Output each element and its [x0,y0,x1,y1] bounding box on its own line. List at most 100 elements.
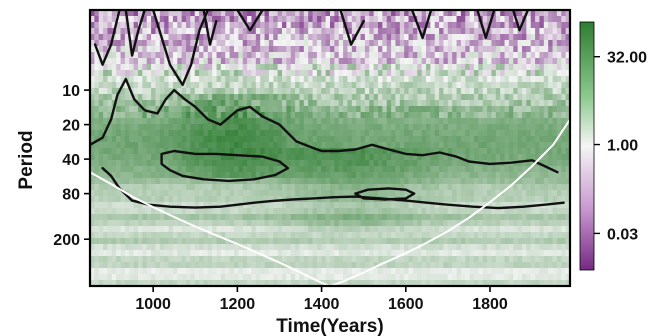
heat-cell [561,196,567,203]
heat-cell [552,58,558,65]
heat-cell [207,274,213,281]
heat-cell [277,208,283,215]
heat-cell [517,124,523,131]
heat-cell [177,112,183,119]
heat-cell [312,142,318,149]
heat-cell [264,142,270,149]
heat-cell [356,124,362,131]
heat-cell [343,238,349,245]
heat-cell [124,58,130,65]
heat-cell [456,46,462,53]
heat-cell [299,94,305,101]
heat-cell [565,130,570,137]
heat-cell [495,100,501,107]
heat-cell [277,238,283,245]
heat-cell [500,76,506,83]
heat-cell [199,28,205,35]
heat-cell [364,76,370,83]
heat-cell [212,70,218,77]
heat-cell [404,172,410,179]
heat-cell [199,208,205,215]
heat-cell [90,106,95,113]
heat-cell [295,40,301,47]
heat-cell [186,172,191,179]
heat-cell [290,232,296,239]
heat-cell [264,94,270,101]
heat-cell [190,124,196,131]
heat-cell [373,166,379,173]
heat-cell [142,82,148,89]
heat-cell [90,94,95,101]
heat-cell [251,10,257,17]
heat-cell [225,118,231,125]
heat-cell [90,58,95,65]
heat-cell [474,172,479,179]
heat-cell [522,214,527,221]
heat-cell [421,184,427,191]
heat-cell [452,244,458,251]
heat-cell [234,262,239,269]
heat-cell [168,34,174,41]
heat-cell [308,166,314,173]
heat-cell [120,262,126,269]
heat-cell [399,256,405,263]
heat-cell [330,238,335,245]
heat-cell [364,214,370,221]
heat-cell [439,226,445,233]
heat-cell [548,52,554,59]
heat-cell [229,136,235,143]
heat-cell [391,250,397,257]
heat-cell [330,52,335,59]
heat-cell [325,166,331,173]
heat-cell [426,184,431,191]
heat-cell [522,262,527,269]
heat-cell [443,100,449,107]
heat-cell [229,28,235,35]
heat-cell [474,118,479,125]
heat-cell [430,22,436,29]
heat-cell [303,220,309,227]
heat-cell [478,202,484,209]
heat-cell [439,136,445,143]
heat-cell [151,130,157,137]
heat-cell [107,214,113,221]
heat-cell [382,214,388,221]
heat-cell [142,202,148,209]
heat-cell [565,76,570,83]
heat-cell [316,124,322,131]
heat-cell [220,88,226,95]
heat-cell [426,64,431,71]
heat-cell [247,94,253,101]
heat-cell [303,184,309,191]
heat-cell [391,100,397,107]
heat-cell [408,106,414,113]
heat-cell [565,142,570,149]
heat-cell [242,232,248,239]
heat-cell [299,238,305,245]
heat-cell [203,118,209,125]
heat-cell [133,226,139,233]
heat-cell [417,220,423,227]
heat-cell [439,274,445,281]
heat-cell [495,112,501,119]
heat-cell [513,232,519,239]
heat-cell [238,184,244,191]
heat-cell [181,106,187,113]
heat-cell [225,160,231,167]
heat-cell [447,124,453,131]
heat-cell [303,46,309,53]
heat-cell [556,130,562,137]
heat-cell [552,238,558,245]
heat-cell [565,112,570,119]
heat-cell [556,238,562,245]
heat-cell [268,268,274,275]
heat-cell [290,268,296,275]
heat-cell [478,214,484,221]
heat-cell [373,76,379,83]
heat-cell [508,154,514,161]
heat-cell [556,106,562,113]
heat-cell [364,118,370,125]
heat-cell [107,88,113,95]
heat-cell [447,148,453,155]
heat-cell [469,16,475,23]
